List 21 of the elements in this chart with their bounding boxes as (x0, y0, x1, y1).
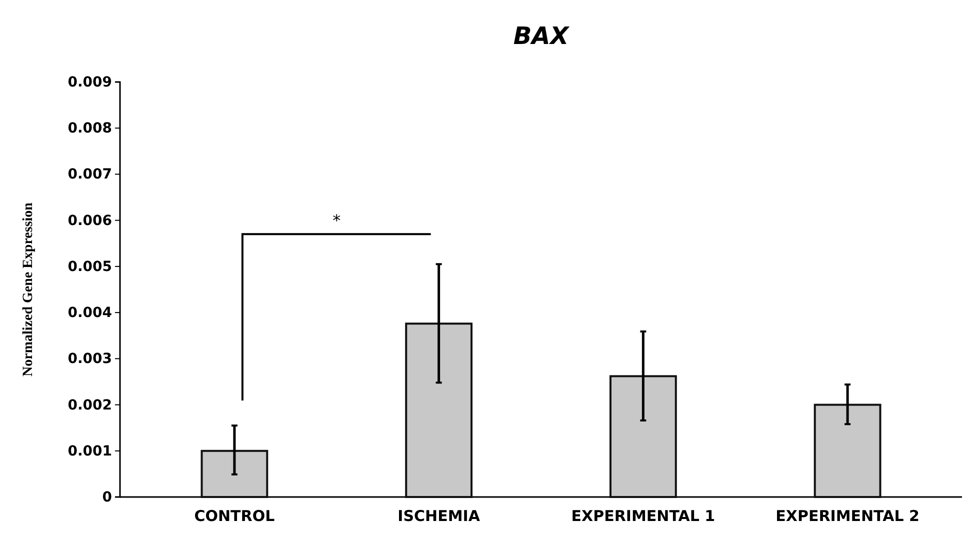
bar (405, 322, 473, 498)
x-tick-label: EXPERIMENTAL 1 (571, 507, 716, 525)
y-tick-label: 0.008 (68, 120, 112, 137)
chart-title: BAX (513, 22, 570, 50)
annotation: * (332, 211, 341, 230)
y-tick-label: 0.003 (68, 351, 112, 368)
y-tick-label: 0.002 (68, 397, 112, 414)
bar (814, 404, 882, 498)
y-axis-title: Normalized Gene Expression (21, 202, 36, 376)
y-tick-label: 0.009 (68, 74, 112, 90)
y-tick-label: 0.007 (68, 166, 112, 183)
y-tick-label: 0.005 (68, 258, 112, 275)
y-tick-label: 0.004 (68, 305, 112, 322)
bar (609, 375, 677, 498)
y-tick-label: 0.006 (68, 212, 112, 229)
x-tick-label: CONTROL (194, 507, 276, 525)
y-tick-label: 0.001 (68, 443, 112, 460)
y-tick-label: 0 (102, 489, 112, 506)
bar (200, 450, 268, 498)
x-tick-label: ISCHEMIA (398, 507, 480, 525)
x-tick-label: EXPERIMENTAL 2 (776, 507, 920, 525)
